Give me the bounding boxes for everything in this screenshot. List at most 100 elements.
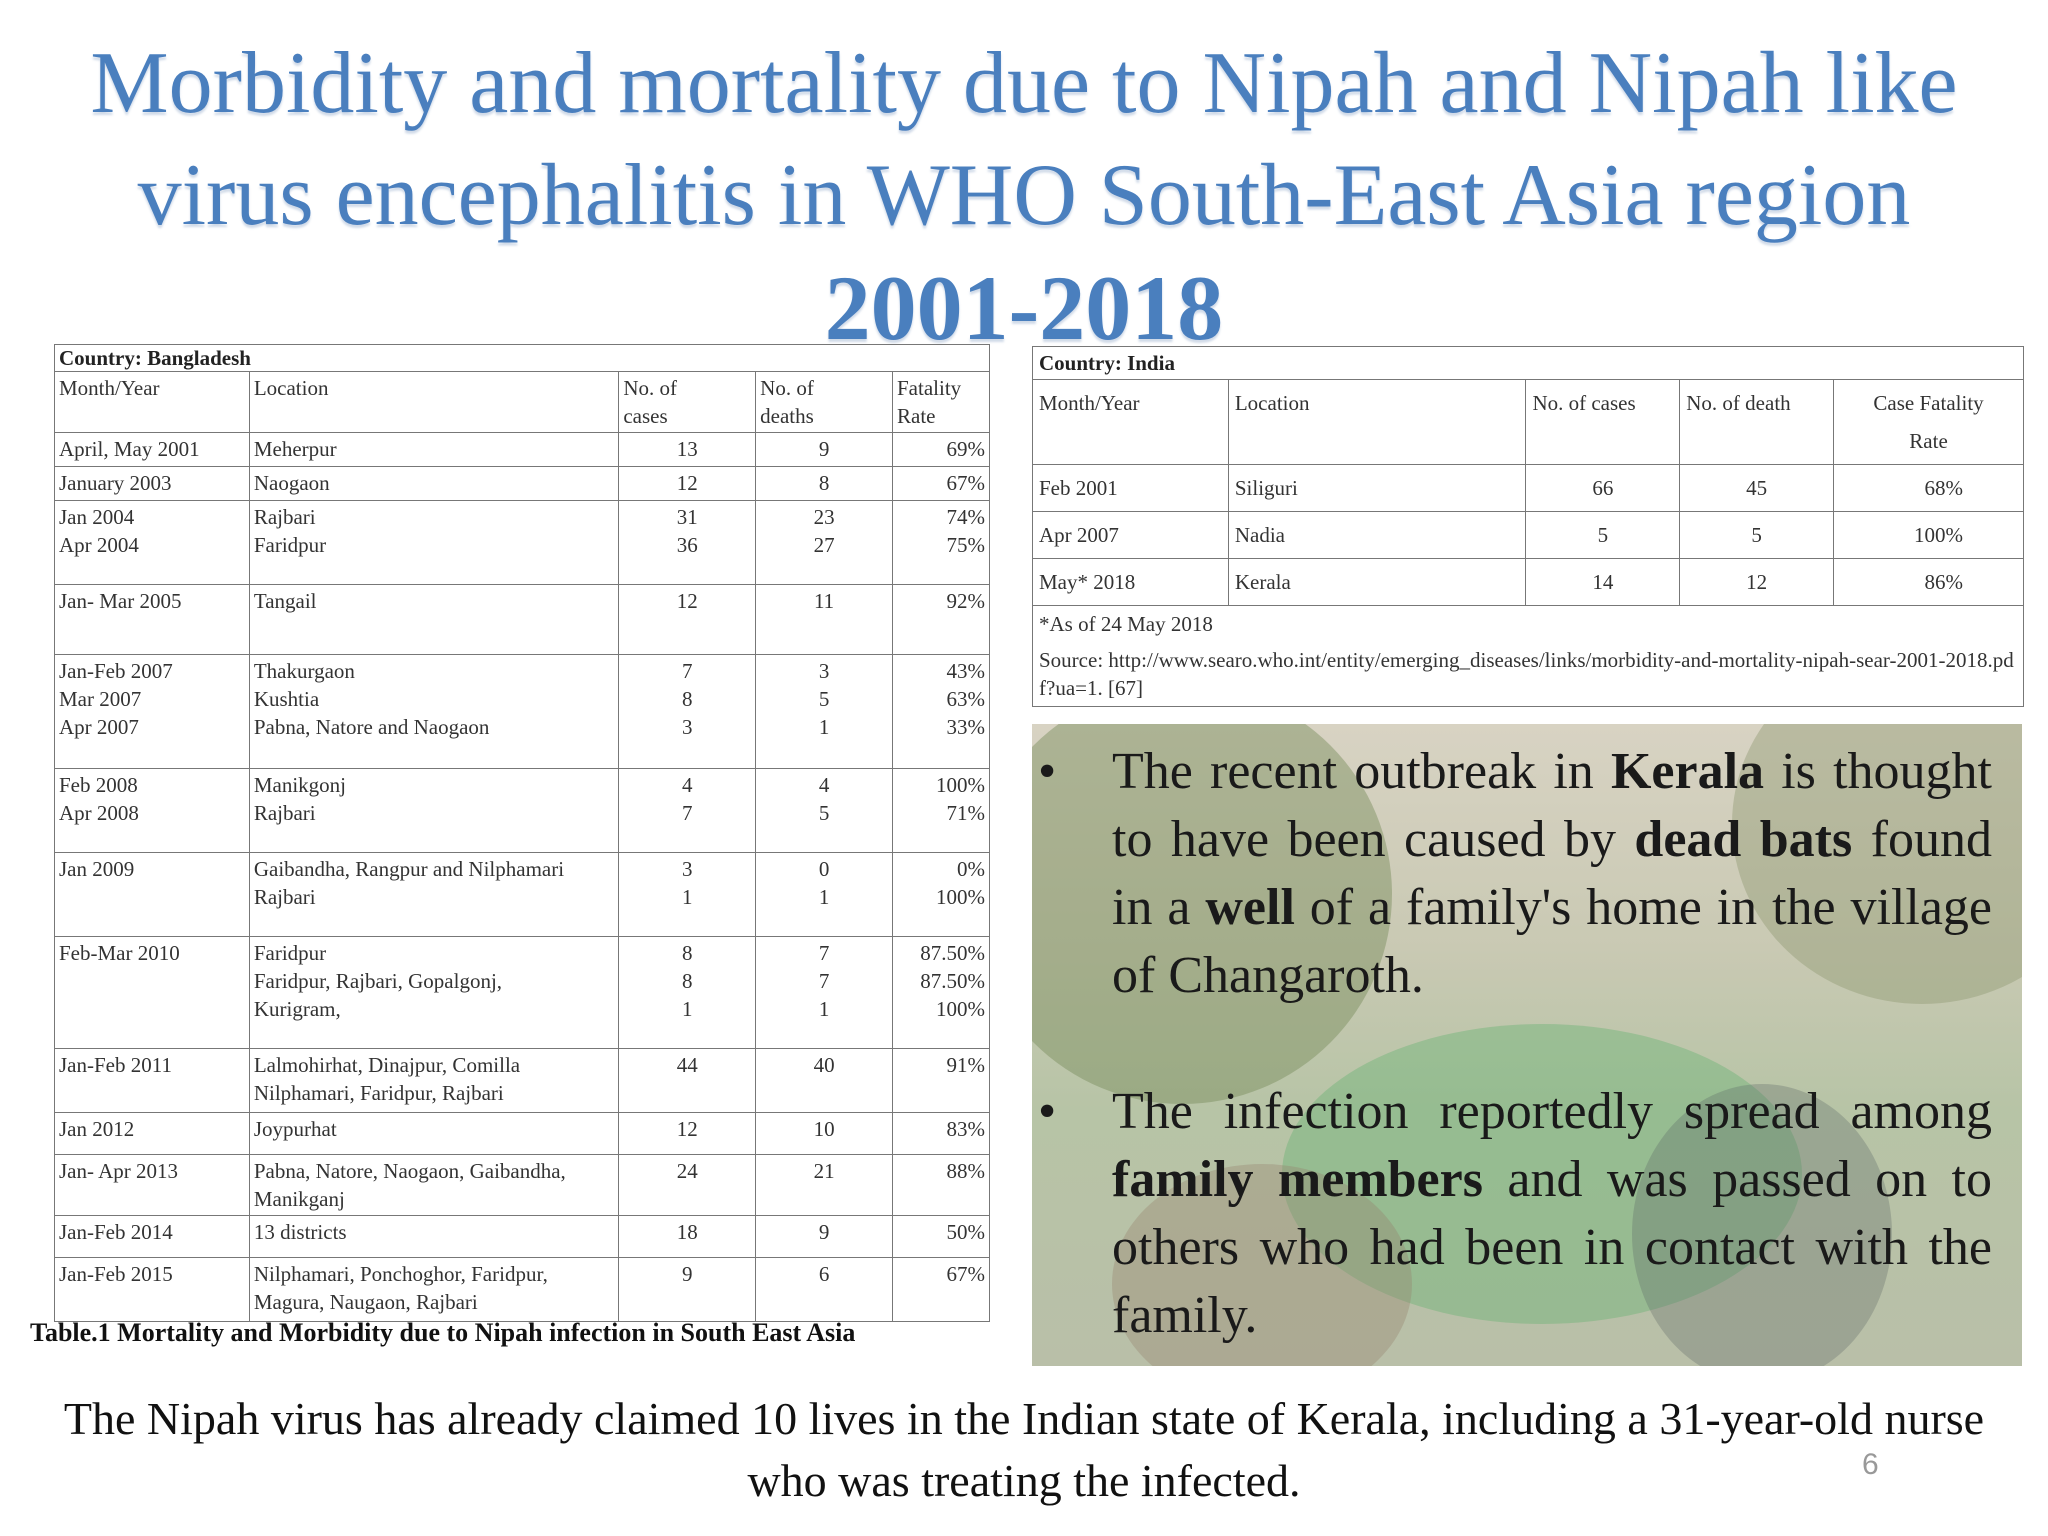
location-cell: Pabna, Natore, Naogaon, Gaibandha, Manik… (248, 1154, 620, 1216)
date-cell: Jan- Apr 2013 (54, 1154, 250, 1216)
rate-cell: 50% (892, 1215, 990, 1258)
cases-cell: 24 (618, 1154, 757, 1216)
date-cell: Jan 2012 (54, 1112, 250, 1155)
deaths-cell: 10 (755, 1112, 893, 1155)
bullet-icon: • (1038, 1083, 1057, 1140)
rate-cell: 87.50% 87.50% 100% (892, 936, 990, 1049)
bangladesh-row: Jan-Feb 2015 Nilphamari, Ponchoghor, Fari… (54, 1257, 990, 1322)
title-line-3: 2001-2018 (824, 257, 1224, 359)
location-cell: Kerala (1227, 558, 1527, 606)
table-caption: Table.1 Mortality and Morbidity due to N… (30, 1318, 856, 1347)
deaths-cell: 21 (755, 1154, 893, 1216)
deaths-cell: 4 5 (755, 768, 893, 853)
india-row: May* 2018 Kerala 14 12 86% (1032, 558, 2024, 606)
deaths-cell: 6 (755, 1257, 893, 1322)
cases-cell: 18 (618, 1215, 757, 1258)
location-cell: Lalmohirhat, Dinajpur, Comilla Nilphamar… (248, 1048, 620, 1113)
india-source: Source: http://www.searo.who.int/entity/… (1032, 642, 2024, 707)
outbreak-photo (1032, 724, 2022, 1366)
bangladesh-table: Country: Bangladesh Month/Year Location … (54, 344, 990, 1322)
india-header-row: Month/Year Location No. of cases No. of … (1032, 379, 2024, 465)
date-cell: Feb 2008 Apr 2008 (54, 768, 250, 853)
date-cell: Jan-Feb 2007 Mar 2007 Apr 2007 (54, 654, 250, 769)
cases-cell: 13 (618, 432, 757, 467)
header-location: Location (248, 371, 620, 433)
header-month-year: Month/Year (54, 371, 250, 433)
cases-cell: 9 (618, 1257, 757, 1322)
india-footnote-row: *As of 24 May 2018 (1032, 605, 2024, 642)
india-row: Apr 2007 Nadia 5 5 100% (1032, 511, 2024, 559)
bangladesh-row: Jan-Feb 2011 Lalmohirhat, Dinajpur, Comil… (54, 1048, 990, 1113)
bullet-item-family-spread: • The infection reportedly spread among f… (1032, 1078, 1992, 1350)
footer-text: The Nipah virus has already claimed 10 l… (63, 1393, 1985, 1506)
deaths-cell: 23 27 (755, 500, 893, 585)
deaths-cell: 7 7 1 (755, 936, 893, 1049)
location-cell: Siliguri (1227, 464, 1527, 512)
deaths-cell: 8 (755, 466, 893, 501)
cases-cell: 14 (1525, 558, 1681, 606)
title-line-2: virus encephalitis in WHO South-East Asi… (137, 147, 1911, 244)
header-fatality-rate: Fatality Rate (892, 371, 990, 433)
rate-cell: 100% (1833, 511, 2024, 559)
bangladesh-row: Jan 2012 Joypurhat 12 10 83% (54, 1112, 990, 1155)
rate-cell: 0% 100% (892, 852, 990, 937)
bangladesh-row: Jan 2004 Apr 2004 Rajbari Faridpur 31 36 23… (54, 500, 990, 585)
location-cell: Manikgonj Rajbari (248, 768, 620, 853)
rate-cell: 88% (892, 1154, 990, 1216)
bangladesh-row: January 2003 Naogaon 12 8 67% (54, 466, 990, 501)
rate-cell: 83% (892, 1112, 990, 1155)
cases-cell: 66 (1525, 464, 1681, 512)
deaths-cell: 12 (1679, 558, 1835, 606)
deaths-cell: 3 5 1 (755, 654, 893, 769)
date-cell: April, May 2001 (54, 432, 250, 467)
deaths-cell: 40 (755, 1048, 893, 1113)
cases-cell: 12 (618, 1112, 757, 1155)
india-source-row: Source: http://www.searo.who.int/entity/… (1032, 642, 2024, 707)
date-cell: Jan 2009 (54, 852, 250, 937)
bangladesh-row: Jan-Feb 2007 Mar 2007 Apr 2007 Thakurgaon… (54, 654, 990, 769)
header-deaths: No. of deaths (755, 371, 893, 433)
cases-cell: 7 8 3 (618, 654, 757, 769)
date-cell: Jan- Mar 2005 (54, 584, 250, 655)
date-cell: Jan-Feb 2015 (54, 1257, 250, 1322)
header-cases: No. of cases (618, 371, 757, 433)
location-cell: Naogaon (248, 466, 620, 501)
slide-title: Morbidity and mortality due to Nipah and… (0, 28, 2048, 367)
rate-cell: 92% (892, 584, 990, 655)
date-cell: Feb-Mar 2010 (54, 936, 250, 1049)
date-cell: Apr 2007 (1032, 511, 1229, 559)
rate-cell: 91% (892, 1048, 990, 1113)
date-cell: Jan-Feb 2014 (54, 1215, 250, 1258)
title-line-1: Morbidity and mortality due to Nipah and… (90, 35, 1958, 132)
location-cell: Gaibandha, Rangpur and Nilphamari Rajbar… (248, 852, 620, 937)
bangladesh-header-row: Month/Year Location No. of cases No. of … (54, 371, 990, 433)
date-cell: Feb 2001 (1032, 464, 1229, 512)
india-table: Country: India Month/Year Location No. o… (1032, 346, 2024, 707)
cases-cell: 3 1 (618, 852, 757, 937)
deaths-cell: 9 (755, 1215, 893, 1258)
rate-cell: 74% 75% (892, 500, 990, 585)
cases-cell: 8 8 1 (618, 936, 757, 1049)
date-cell: May* 2018 (1032, 558, 1229, 606)
date-cell: Jan-Feb 2011 (54, 1048, 250, 1113)
india-country-label: Country: India (1032, 346, 2024, 380)
location-cell: Meherpur (248, 432, 620, 467)
bangladesh-row: Jan 2009 Gaibandha, Rangpur and Nilphamar… (54, 852, 990, 937)
bangladesh-row: Jan- Mar 2005 Tangail 12 11 92% (54, 584, 990, 655)
deaths-cell: 11 (755, 584, 893, 655)
header-case-fatality-rate: Case Fatality Rate (1833, 379, 2024, 465)
deaths-cell: 0 1 (755, 852, 893, 937)
location-cell: Rajbari Faridpur (248, 500, 620, 585)
rate-cell: 67% (892, 466, 990, 501)
location-cell: Joypurhat (248, 1112, 620, 1155)
bullet-icon: • (1038, 743, 1057, 800)
location-cell: Nadia (1227, 511, 1527, 559)
bangladesh-row: April, May 2001 Meherpur 13 9 69% (54, 432, 990, 467)
cases-cell: 12 (618, 466, 757, 501)
india-footnote: *As of 24 May 2018 (1032, 605, 2024, 642)
cases-cell: 5 (1525, 511, 1681, 559)
bangladesh-country-label: Country: Bangladesh (54, 344, 990, 372)
location-cell: Faridpur Faridpur, Rajbari, Gopalgonj, K… (248, 936, 620, 1049)
location-cell: 13 districts (248, 1215, 620, 1258)
deaths-cell: 9 (755, 432, 893, 467)
